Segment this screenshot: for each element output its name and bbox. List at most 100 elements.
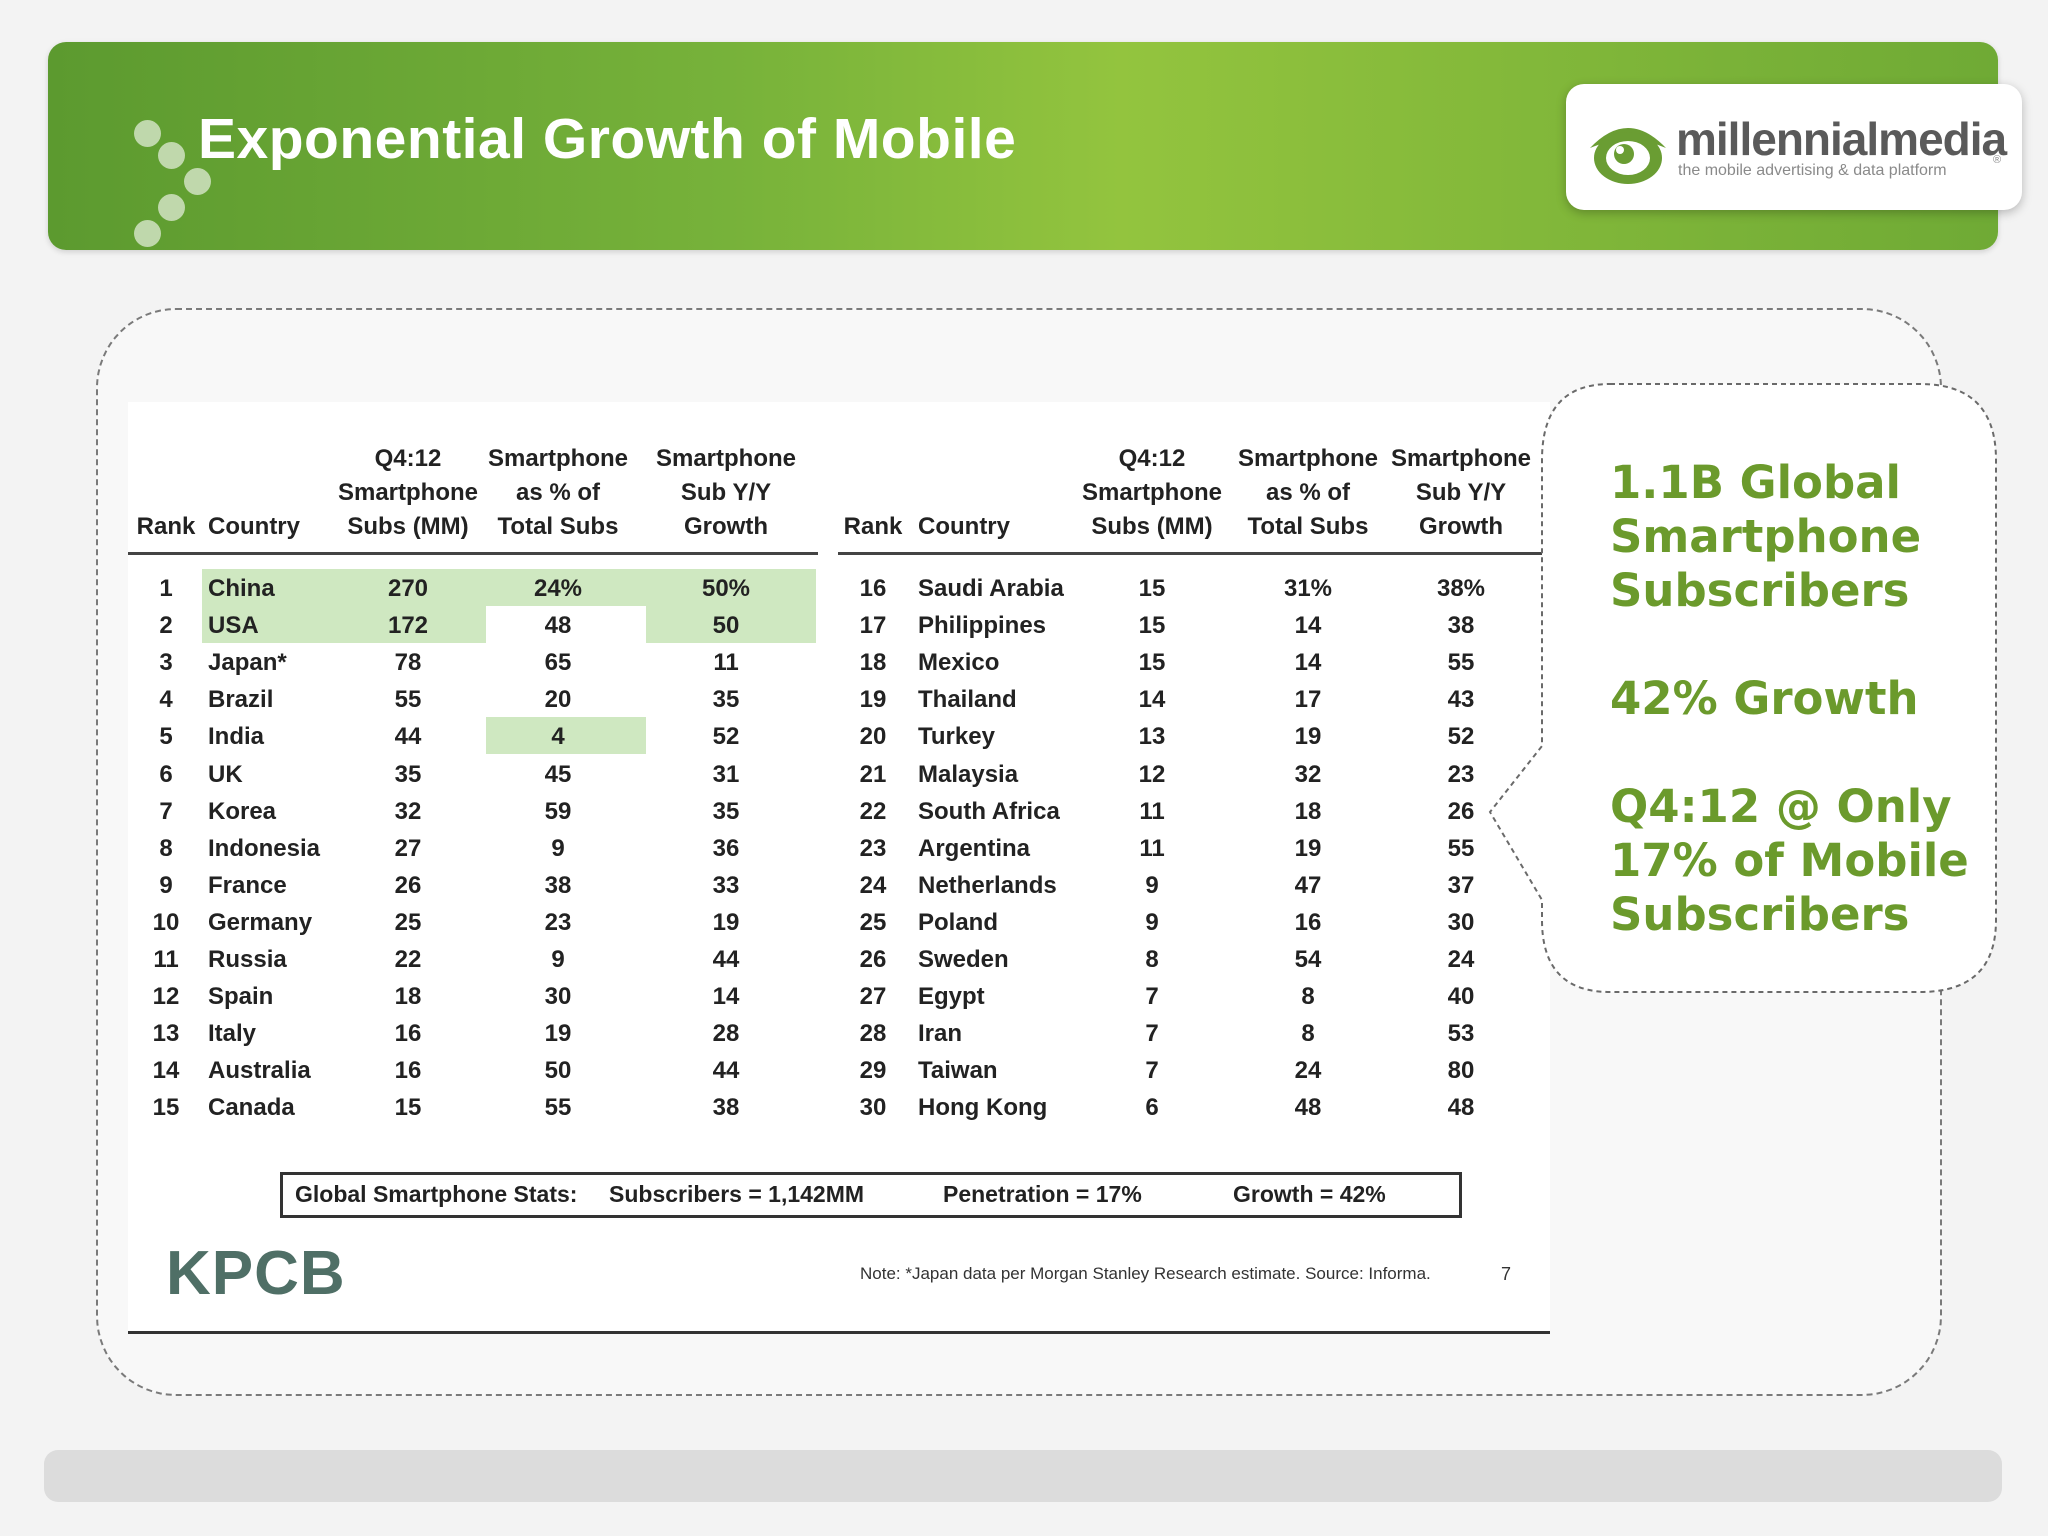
logo-tagline: the mobile advertising & data platform: [1678, 162, 1947, 179]
cell-subs: 7: [1145, 1020, 1159, 1048]
table-panel: Rank Country Q4:12 Smartphone Subs (MM) Smart…: [128, 402, 1550, 1334]
cell-rank: 25: [859, 908, 887, 936]
cell-country: China: [208, 575, 275, 602]
left-header-rule: [128, 552, 818, 555]
cell-subs: 11: [1139, 797, 1165, 825]
cell-country: South Africa: [918, 797, 1060, 825]
cell-subs: 8: [1145, 946, 1159, 973]
cell-growth: 53: [1447, 1020, 1475, 1048]
cell-subs: 270: [387, 575, 429, 602]
right-table-row: 17 Philippines 15 14 38: [128, 607, 1550, 644]
cell-rank: 26: [859, 946, 887, 973]
cell-subs: 15: [1138, 575, 1166, 602]
millennialmedia-logo: millennialmedia the mobile advertising &…: [1566, 84, 2022, 210]
cell-subs: 32: [394, 797, 422, 825]
page-number: 7: [1501, 1264, 1512, 1284]
left-table-row: 12 Spain 18 30 14: [128, 978, 1550, 1015]
cell-rank: 24: [859, 871, 887, 899]
cell-country: Thailand: [918, 686, 1017, 714]
cell-subs: 15: [1138, 649, 1166, 677]
right-table-row: 25 Poland 9 16 30: [128, 904, 1550, 941]
right-table-row: 18 Mexico 15 14 55: [128, 644, 1550, 681]
cell-pct: 9: [551, 834, 565, 862]
cell-growth: 33: [712, 871, 740, 899]
cell-growth: 55: [1447, 649, 1475, 677]
cell-pct: 9: [551, 946, 565, 973]
cell-growth: 19: [712, 908, 740, 936]
cell-rank: 12: [152, 983, 180, 1011]
highlight-cell: [646, 606, 816, 644]
cell-subs: 22: [394, 946, 422, 973]
cell-pct: 59: [544, 797, 572, 825]
footer-bar: [44, 1450, 2002, 1502]
stats-label: Global Smartphone Stats:: [295, 1181, 578, 1207]
cell-country: Spain: [208, 983, 274, 1011]
cell-rank: 23: [859, 834, 887, 862]
cell-growth: 48: [1447, 1094, 1475, 1122]
cell-subs: 27: [394, 834, 422, 862]
callout-line: Smartphone: [1610, 510, 1922, 563]
callout-line: Subscribers: [1610, 564, 1910, 617]
cell-subs: 35: [394, 760, 422, 788]
eye-logo-icon: [1590, 128, 1666, 184]
cell-subs: 172: [387, 612, 429, 640]
cell-growth: 31: [712, 760, 740, 788]
cell-country: Taiwan: [918, 1057, 998, 1085]
cell-country: Russia: [208, 946, 287, 973]
left-table-row: 7 Korea 32 59 35: [128, 793, 1550, 830]
cell-subs: 16: [394, 1057, 422, 1085]
right-header-growth: Smartphone Sub Y/Y Growth: [1390, 445, 1531, 540]
cell-growth: 80: [1447, 1057, 1475, 1085]
highlight-cell: [202, 606, 398, 644]
cell-growth: 36: [712, 834, 740, 862]
cell-pct: 24%: [533, 575, 583, 602]
right-table-row: 19 Thailand 14 17 43: [128, 681, 1550, 718]
cell-growth: 24: [1447, 946, 1475, 973]
highlight-cell: [646, 569, 816, 607]
right-table-row: 21 Malaysia 12 32 23: [128, 756, 1550, 793]
right-table-row: 23 Argentina 11 19 55: [128, 830, 1550, 867]
right-table-row: 30 Hong Kong 6 48 48: [128, 1089, 1550, 1126]
cell-country: France: [208, 871, 287, 899]
cell-pct: 47: [1294, 871, 1322, 899]
cell-country: Australia: [208, 1057, 311, 1085]
right-table-row: 28 Iran 7 8 53: [128, 1015, 1550, 1052]
global-stats-box: Global Smartphone Stats: Subscribers = 1…: [280, 1172, 1462, 1218]
highlight-cell: [202, 569, 398, 607]
callout-line: 42% Growth: [1610, 672, 1919, 725]
cell-rank: 13: [152, 1020, 180, 1048]
right-header-rank: Rank: [843, 513, 903, 540]
callout-line: Q4:12 @ Only: [1610, 780, 1952, 833]
cell-pct: 14: [1294, 612, 1322, 640]
left-table-row: 8 Indonesia 27 9 36: [128, 830, 1550, 867]
cell-rank: 7: [159, 797, 173, 825]
cell-pct: 19: [1294, 723, 1322, 751]
cell-growth: 50: [712, 612, 740, 640]
left-table-row: 4 Brazil 55 20 35: [128, 681, 1550, 718]
cell-country: Philippines: [918, 612, 1047, 640]
right-table-row: 27 Egypt 7 8 40: [128, 978, 1550, 1015]
cell-country: Japan*: [208, 649, 287, 677]
cell-growth: 55: [1447, 834, 1475, 862]
cell-growth: 14: [712, 983, 740, 1011]
cell-pct: 45: [544, 760, 572, 788]
cell-rank: 17: [859, 612, 887, 640]
cell-subs: 16: [394, 1020, 422, 1048]
cell-growth: 38: [712, 1094, 740, 1122]
cell-growth: 52: [712, 723, 740, 751]
cell-country: Iran: [918, 1020, 963, 1048]
cell-pct: 38: [544, 871, 572, 899]
right-header-country: Country: [918, 513, 1010, 540]
left-table-row: 15 Canada 15 55 38: [128, 1089, 1550, 1126]
cell-pct: 31%: [1283, 575, 1333, 602]
cell-subs: 11: [1139, 834, 1165, 862]
cell-pct: 32: [1294, 760, 1322, 788]
cell-pct: 48: [544, 612, 572, 640]
cell-subs: 14: [1138, 686, 1166, 714]
right-header-subs: Q4:12 Smartphone Subs (MM): [1081, 445, 1222, 540]
cell-rank: 27: [859, 983, 887, 1011]
cell-growth: 23: [1447, 760, 1475, 788]
cell-country: Saudi Arabia: [918, 575, 1064, 602]
left-header-growth: Smartphone Sub Y/Y Growth: [655, 445, 796, 540]
right-header-pct: Smartphone as % of Total Subs: [1237, 445, 1378, 540]
